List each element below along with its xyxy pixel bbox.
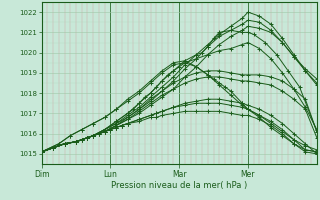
X-axis label: Pression niveau de la mer( hPa ): Pression niveau de la mer( hPa ) [111, 181, 247, 190]
